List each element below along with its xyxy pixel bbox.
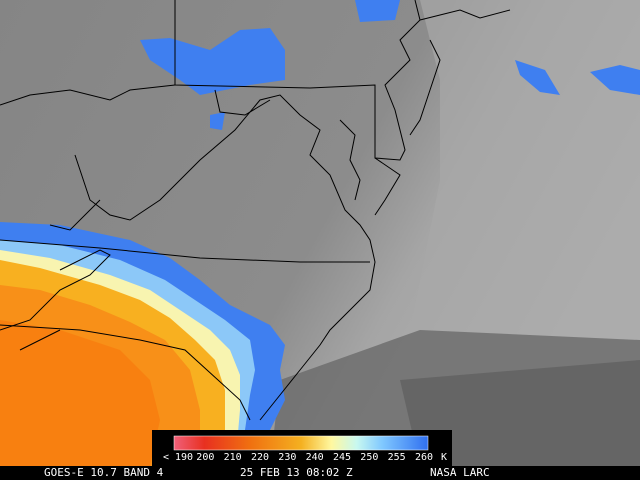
colorbar-label: 240 [306, 452, 324, 463]
colorbar-label: 250 [360, 452, 378, 463]
source: NASA LARC [430, 466, 490, 479]
timestamp: 25 FEB 13 08:02 Z [240, 466, 353, 479]
map [0, 0, 640, 466]
colorbar-label: 230 [278, 452, 296, 463]
colorbar-label: 245 [333, 452, 351, 463]
colorbar-label: 210 [224, 452, 242, 463]
colorbar: < 190 200 210 220 230 240 245 250 255 260 K [152, 430, 452, 466]
colorbar-label: < 190 [163, 452, 193, 463]
colorbar-unit: K [441, 452, 447, 463]
colorbar-label: 200 [196, 452, 214, 463]
colorbar-label: 260 [415, 452, 433, 463]
colorbar-label: 255 [388, 452, 406, 463]
colorbar-label: 220 [251, 452, 269, 463]
satellite-band: GOES-E 10.7 BAND 4 [44, 466, 164, 479]
